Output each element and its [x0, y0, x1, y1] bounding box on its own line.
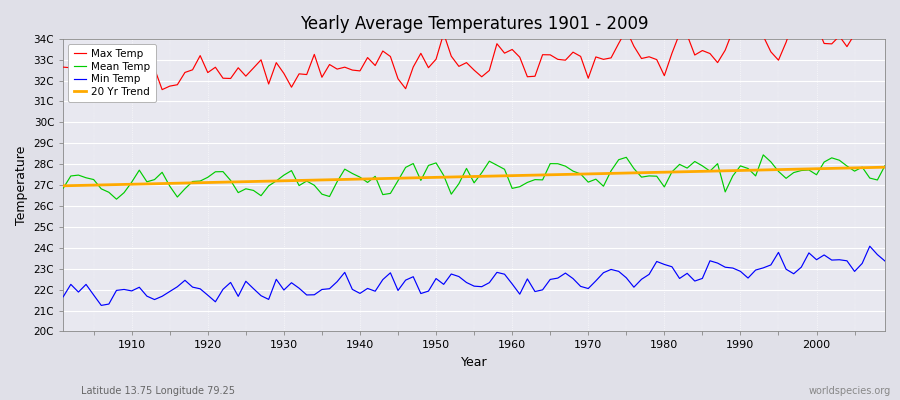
- 20 Yr Trend: [58, 183, 68, 188]
- Min Temp: [606, 267, 616, 272]
- X-axis label: Year: Year: [461, 356, 488, 369]
- 20 Yr Trend: [879, 165, 890, 170]
- Min Temp: [293, 286, 304, 291]
- Mean Temp: [339, 167, 350, 172]
- Max Temp: [339, 65, 350, 70]
- Title: Yearly Average Temperatures 1901 - 2009: Yearly Average Temperatures 1901 - 2009: [300, 15, 648, 33]
- Max Temp: [293, 72, 304, 76]
- Max Temp: [111, 93, 122, 98]
- Min Temp: [96, 303, 107, 308]
- 20 Yr Trend: [286, 178, 297, 183]
- Mean Temp: [606, 168, 616, 173]
- Min Temp: [126, 288, 137, 293]
- Mean Temp: [507, 186, 517, 191]
- 20 Yr Trend: [507, 173, 517, 178]
- Mean Temp: [515, 184, 526, 189]
- Mean Temp: [879, 163, 890, 168]
- Line: Max Temp: Max Temp: [63, 4, 885, 95]
- Max Temp: [126, 64, 137, 69]
- Mean Temp: [126, 180, 137, 184]
- Mean Temp: [58, 186, 68, 191]
- Min Temp: [515, 292, 526, 296]
- Mean Temp: [758, 152, 769, 157]
- Max Temp: [606, 56, 616, 60]
- Min Temp: [879, 259, 890, 264]
- Min Temp: [339, 270, 350, 275]
- Text: Latitude 13.75 Longitude 79.25: Latitude 13.75 Longitude 79.25: [81, 386, 235, 396]
- Max Temp: [58, 65, 68, 70]
- Min Temp: [864, 244, 875, 249]
- Max Temp: [879, 19, 890, 24]
- Line: 20 Yr Trend: 20 Yr Trend: [63, 167, 885, 186]
- 20 Yr Trend: [598, 171, 609, 176]
- Max Temp: [515, 55, 526, 60]
- Mean Temp: [111, 197, 122, 202]
- Min Temp: [58, 294, 68, 299]
- 20 Yr Trend: [332, 177, 343, 182]
- Y-axis label: Temperature: Temperature: [15, 145, 28, 225]
- Max Temp: [864, 1, 875, 6]
- Mean Temp: [293, 183, 304, 188]
- Text: worldspecies.org: worldspecies.org: [809, 386, 891, 396]
- 20 Yr Trend: [500, 174, 510, 178]
- Max Temp: [507, 47, 517, 52]
- Line: Mean Temp: Mean Temp: [63, 155, 885, 199]
- Legend: Max Temp, Mean Temp, Min Temp, 20 Yr Trend: Max Temp, Mean Temp, Min Temp, 20 Yr Tre…: [68, 44, 156, 102]
- 20 Yr Trend: [119, 182, 130, 187]
- Min Temp: [507, 282, 517, 286]
- Line: Min Temp: Min Temp: [63, 246, 885, 306]
